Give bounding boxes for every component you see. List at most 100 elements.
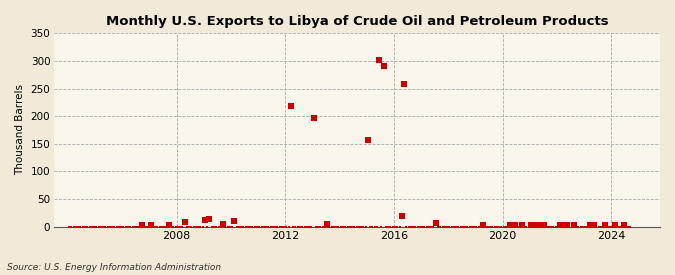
Point xyxy=(71,224,82,229)
Point xyxy=(383,224,394,229)
Point xyxy=(421,224,432,229)
Y-axis label: Thousand Barrels: Thousand Barrels xyxy=(15,84,25,175)
Point xyxy=(215,224,226,229)
Point xyxy=(530,224,541,229)
Point xyxy=(435,224,446,229)
Point xyxy=(543,224,554,229)
Point xyxy=(354,224,364,229)
Title: Monthly U.S. Exports to Libya of Crude Oil and Petroleum Products: Monthly U.S. Exports to Libya of Crude O… xyxy=(106,15,609,28)
Point xyxy=(109,224,120,229)
Point xyxy=(471,224,482,229)
Point xyxy=(598,224,609,229)
Point xyxy=(290,224,301,229)
Point xyxy=(416,224,427,229)
Point xyxy=(299,224,310,229)
Point xyxy=(360,224,371,229)
Point xyxy=(585,223,595,228)
Point xyxy=(331,224,342,229)
Point xyxy=(163,223,174,227)
Point xyxy=(217,222,228,226)
Point xyxy=(528,223,539,228)
Point xyxy=(623,224,634,229)
Point xyxy=(532,223,543,228)
Point xyxy=(605,224,616,229)
Point xyxy=(595,224,606,229)
Point xyxy=(157,224,167,229)
Point xyxy=(618,223,629,227)
Point xyxy=(518,224,529,229)
Point xyxy=(381,224,392,229)
Point xyxy=(297,224,308,229)
Point xyxy=(367,224,378,229)
Point xyxy=(202,224,213,229)
Point xyxy=(308,116,319,120)
Point xyxy=(279,224,290,229)
Point xyxy=(351,224,362,229)
Point xyxy=(195,224,206,229)
Point xyxy=(329,224,340,229)
Point xyxy=(593,224,604,229)
Point xyxy=(378,64,389,68)
Point xyxy=(564,224,574,229)
Point xyxy=(396,213,407,218)
Point xyxy=(473,224,484,229)
Point xyxy=(75,224,86,229)
Point xyxy=(453,224,464,229)
Point xyxy=(376,224,387,229)
Point xyxy=(521,224,532,229)
Point xyxy=(254,224,265,229)
Point xyxy=(211,224,221,229)
Point xyxy=(265,224,276,229)
Point xyxy=(349,224,360,229)
Point xyxy=(403,224,414,229)
Point xyxy=(143,224,154,229)
Point xyxy=(485,224,495,229)
Point xyxy=(480,224,491,229)
Point xyxy=(338,224,348,229)
Point xyxy=(175,224,186,229)
Point xyxy=(197,224,208,229)
Point xyxy=(319,224,330,229)
Point xyxy=(387,224,398,229)
Point xyxy=(238,224,249,229)
Point xyxy=(78,224,88,229)
Point xyxy=(161,224,172,229)
Point xyxy=(406,224,416,229)
Point xyxy=(510,223,520,228)
Point xyxy=(213,224,224,229)
Point xyxy=(130,224,140,229)
Point xyxy=(294,224,305,229)
Point xyxy=(503,224,514,229)
Point xyxy=(102,224,113,229)
Point xyxy=(98,224,109,229)
Point xyxy=(496,224,507,229)
Point xyxy=(568,223,579,228)
Point xyxy=(577,224,588,229)
Point xyxy=(555,223,566,228)
Point xyxy=(288,224,298,229)
Point xyxy=(84,224,95,229)
Point xyxy=(487,224,497,229)
Point xyxy=(614,224,624,229)
Point xyxy=(625,224,636,229)
Point xyxy=(281,224,292,229)
Point xyxy=(374,58,385,62)
Point xyxy=(68,224,79,229)
Point xyxy=(234,224,244,229)
Point xyxy=(125,224,136,229)
Point xyxy=(193,224,204,229)
Point xyxy=(464,224,475,229)
Point xyxy=(362,138,373,142)
Point xyxy=(220,224,231,229)
Point xyxy=(236,224,246,229)
Point xyxy=(410,224,421,229)
Point xyxy=(446,224,457,229)
Point xyxy=(209,224,219,229)
Point xyxy=(455,224,466,229)
Point xyxy=(184,224,194,229)
Point xyxy=(155,224,165,229)
Point xyxy=(165,224,176,229)
Point xyxy=(562,223,572,228)
Point xyxy=(600,223,611,228)
Point xyxy=(333,224,344,229)
